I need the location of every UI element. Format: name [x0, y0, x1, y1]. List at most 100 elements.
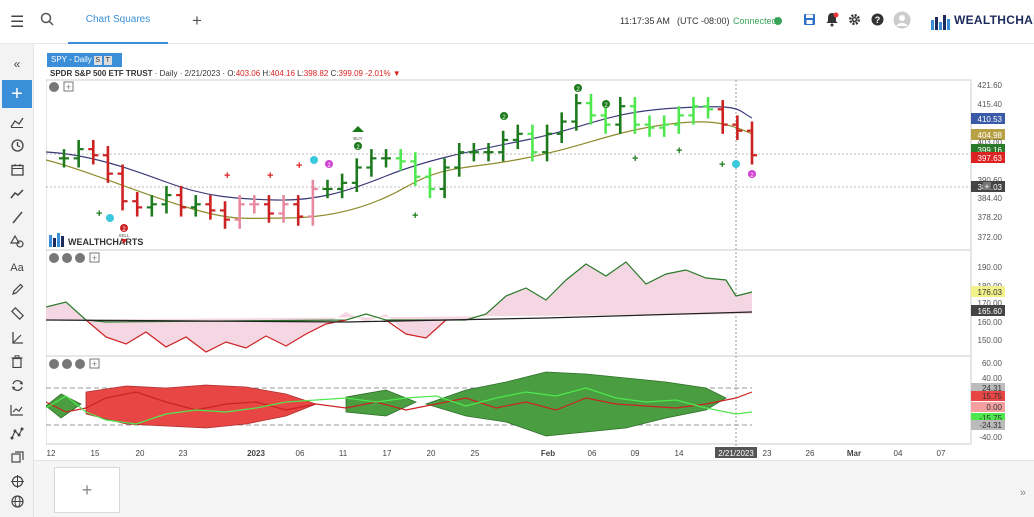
osc2-label: 15.75: [982, 392, 1003, 401]
osc2-tag: [971, 413, 1005, 423]
osc1-panel-controls[interactable]: +: [49, 252, 100, 263]
panel-add-icon[interactable]: [89, 358, 100, 369]
ma-blue-line: [46, 106, 753, 201]
time-axis[interactable]: 12 15 20 23 2023 06 11 17 20 25 Feb 06 09 14 2/21/2023…: [47, 447, 946, 458]
line-icon[interactable]: [0, 208, 34, 232]
svg-text:+: +: [66, 82, 71, 92]
time-label: 17: [383, 449, 392, 458]
time-label: 20: [427, 449, 436, 458]
node-icon[interactable]: [0, 424, 34, 448]
chart-canvas[interactable]: + + + WEALTHCHARTS + + + + + + + +: [46, 52, 1026, 459]
menu-icon[interactable]: ☰: [10, 14, 25, 31]
price-bar: [337, 173, 348, 199]
svg-text:?: ?: [875, 15, 881, 25]
price-bar: [410, 152, 421, 186]
osc1-axis[interactable]: 190.00180.00176.03170.00165.60160.00150.…: [971, 263, 1005, 345]
osc2-label: -40.00: [979, 433, 1002, 442]
alert-bell-icon[interactable]: [825, 12, 839, 32]
save-icon[interactable]: [803, 13, 816, 31]
buy-two-marker: [354, 142, 362, 150]
add-icon[interactable]: +: [2, 80, 32, 108]
chart-icon[interactable]: [0, 400, 34, 424]
wealthcharts-logo[interactable]: WEALTHCHARTS: [954, 13, 1034, 27]
trash-icon[interactable]: [0, 352, 34, 376]
price-bar: [117, 164, 128, 211]
osc2-label: -24.31: [979, 421, 1002, 430]
time-tag: [715, 447, 757, 458]
magenta-two-label: 2: [327, 163, 331, 169]
panel-add-icon[interactable]: [63, 81, 74, 92]
close-value: 399.09: [338, 69, 363, 78]
panel-settings-icon[interactable]: [49, 82, 59, 92]
angle-icon[interactable]: [0, 328, 34, 352]
search-icon[interactable]: [40, 12, 54, 31]
layers-icon[interactable]: [0, 448, 34, 472]
trend-icon[interactable]: [0, 184, 34, 208]
osc2-label: 24.31: [982, 384, 1003, 393]
globe-icon[interactable]: [0, 492, 34, 516]
panel-down-icon[interactable]: [62, 359, 72, 369]
panel-down-icon[interactable]: [62, 253, 72, 263]
add-chart-panel-button[interactable]: +: [54, 467, 120, 513]
buy-label: BUY: [353, 136, 362, 141]
add-tab-button[interactable]: +: [192, 11, 202, 30]
osc1-baseline: [46, 311, 753, 323]
price-tag: [971, 129, 1005, 140]
down-arrow-icon: ▼: [390, 69, 401, 78]
user-avatar-icon[interactable]: [893, 11, 911, 34]
osc1-label: 165.60: [978, 307, 1003, 316]
symbol-tab[interactable]: SPY - Daily S T: [47, 53, 122, 67]
osc1-tag: [971, 286, 1005, 297]
price-bar: [176, 185, 187, 217]
shapes-icon[interactable]: [0, 232, 34, 256]
symbol-badge-s[interactable]: S: [93, 56, 102, 65]
ruler-icon[interactable]: [0, 304, 34, 328]
price-label: 404.98: [978, 131, 1003, 140]
price-bar: [59, 149, 69, 168]
clock-icon[interactable]: [0, 136, 34, 160]
text-icon[interactable]: Aa: [10, 262, 24, 274]
collapse-icon[interactable]: «: [13, 57, 21, 71]
price-bar: [454, 143, 465, 177]
sync-icon[interactable]: [0, 376, 34, 400]
osc1-label: 150.00: [978, 336, 1003, 345]
panel-settings-icon[interactable]: [49, 253, 59, 263]
osc2-label: 40.00: [982, 374, 1003, 383]
panel-settings-icon[interactable]: [49, 359, 59, 369]
axis-add-control[interactable]: +: [983, 182, 991, 191]
osc2-red-line: [46, 391, 753, 413]
bar-style-icon[interactable]: [0, 112, 34, 136]
price-tag: [971, 152, 1005, 163]
price-bar: [322, 179, 333, 199]
plus-marker: +: [224, 170, 230, 182]
target-icon[interactable]: [0, 472, 34, 496]
price-label: 390.60: [978, 176, 1003, 185]
connection-dot-icon: [774, 17, 782, 25]
price-axis[interactable]: 421.60 415.40 410.53 404.98403.00399.16397.…: [971, 81, 1005, 242]
help-icon[interactable]: ?: [871, 13, 884, 31]
price-bar: [703, 97, 714, 119]
tab-chart-squares[interactable]: Chart Squares: [68, 0, 168, 44]
plus-marker: +: [296, 160, 302, 172]
panel-up-icon[interactable]: [75, 253, 85, 263]
collapse-bottom-icon[interactable]: »: [1019, 487, 1026, 499]
price-bar: [351, 158, 362, 193]
signal-markers: + + + + + + + + 2 2 2 SELL BUY 2 2 2 2: [96, 84, 756, 244]
plus-marker: +: [676, 145, 682, 157]
time-label: 07: [937, 449, 946, 458]
price-bar: [527, 124, 538, 162]
panel-up-icon[interactable]: [75, 359, 85, 369]
panel-add-icon[interactable]: [89, 252, 100, 263]
price-bar: [732, 115, 743, 140]
pencil-icon[interactable]: [0, 280, 34, 304]
calendar-icon[interactable]: [0, 160, 34, 184]
osc2-panel-controls[interactable]: +: [49, 358, 100, 369]
symbol-badge-t[interactable]: T: [103, 56, 112, 65]
svg-text:+: +: [92, 253, 97, 263]
price-panel-controls[interactable]: +: [49, 81, 74, 92]
timezone[interactable]: (UTC -08:00): [677, 16, 730, 26]
osc2-label: -15.75: [979, 414, 1002, 423]
price-bar: [220, 201, 231, 229]
gear-icon[interactable]: [848, 13, 861, 31]
